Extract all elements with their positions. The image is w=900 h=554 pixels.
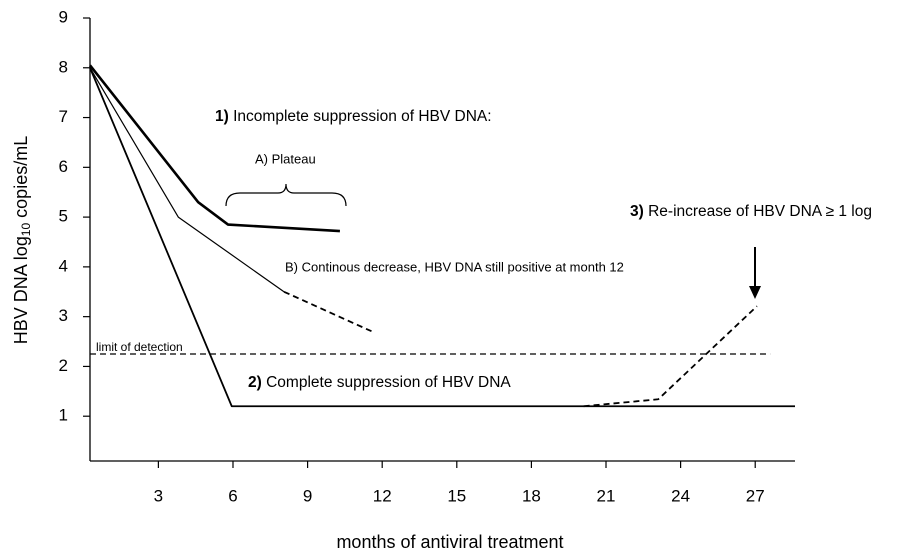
y-axis-label: HBV DNA log10 copies/mL — [11, 136, 33, 344]
x-tick-label: 6 — [228, 486, 237, 505]
x-tick-label: 3 — [154, 486, 163, 505]
line — [89, 67, 795, 408]
annotation: 1) Incomplete suppression of HBV DNA: — [215, 108, 492, 125]
y-tick-label: 2 — [59, 356, 68, 375]
x-tick-label: 9 — [303, 486, 312, 505]
annotation: A) Plateau — [255, 151, 316, 166]
arrow-head — [749, 286, 761, 299]
x-tick-label: 24 — [671, 486, 690, 505]
line — [88, 64, 340, 233]
y-tick-label: 3 — [59, 306, 68, 325]
x-tick-label: 15 — [447, 486, 466, 505]
brace — [225, 183, 347, 207]
y-tick-label: 7 — [59, 107, 68, 126]
y-tick-label: 6 — [59, 157, 68, 176]
y-tick-label: 4 — [59, 256, 68, 275]
line — [283, 290, 373, 333]
line — [583, 305, 758, 408]
annotation: 2) Complete suppression of HBV DNA — [248, 374, 511, 391]
y-tick-label: 1 — [59, 406, 68, 425]
line — [89, 67, 285, 293]
x-tick-label: 18 — [522, 486, 541, 505]
x-tick-label: 27 — [746, 486, 765, 505]
x-axis-label: months of antiviral treatment — [336, 532, 563, 552]
y-tick-label: 5 — [59, 207, 68, 226]
x-tick-label: 21 — [597, 486, 616, 505]
x-tick-label: 12 — [373, 486, 392, 505]
annotation: limit of detection — [96, 340, 183, 354]
y-tick-label: 9 — [59, 7, 68, 26]
y-tick-label: 8 — [59, 57, 68, 76]
annotation: 3) Re-increase of HBV DNA ≥ 1 log — [630, 203, 872, 220]
annotation: B) Continous decrease, HBV DNA still pos… — [285, 259, 624, 274]
